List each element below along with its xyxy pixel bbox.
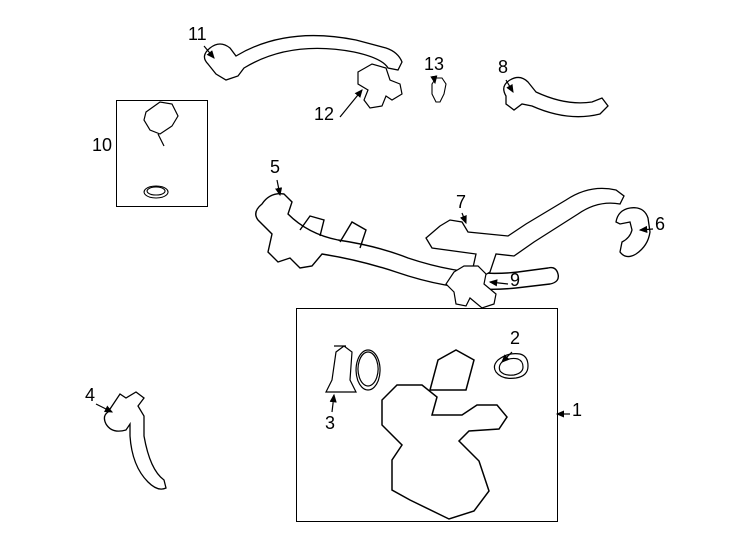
callout-11: 11 bbox=[188, 24, 207, 45]
callout-13: 13 bbox=[424, 54, 444, 75]
callout-5: 5 bbox=[270, 157, 280, 178]
leader-5 bbox=[277, 180, 280, 195]
part-13-bolt bbox=[432, 78, 446, 102]
leader-9 bbox=[490, 282, 508, 284]
callout-1: 1 bbox=[572, 400, 582, 421]
callout-6: 6 bbox=[655, 214, 665, 235]
leader-11 bbox=[204, 46, 214, 58]
group-box-10 bbox=[116, 100, 208, 207]
callout-2: 2 bbox=[510, 328, 520, 349]
part-9-outlet bbox=[446, 266, 496, 308]
part-12-bracket bbox=[358, 64, 402, 108]
part-4-hose bbox=[104, 392, 166, 489]
leader-7 bbox=[462, 213, 466, 223]
callout-7: 7 bbox=[456, 192, 466, 213]
leader-13 bbox=[434, 77, 435, 83]
part-8-tube bbox=[504, 77, 608, 116]
leader-12 bbox=[340, 90, 362, 117]
callout-12: 12 bbox=[314, 104, 334, 125]
callout-3: 3 bbox=[325, 413, 335, 434]
callout-9: 9 bbox=[510, 270, 520, 291]
leader-6 bbox=[640, 229, 653, 230]
leader-4 bbox=[96, 404, 112, 412]
callout-10: 10 bbox=[92, 135, 112, 156]
part-6-elbow bbox=[616, 208, 650, 257]
callout-8: 8 bbox=[498, 57, 508, 78]
leader-8 bbox=[506, 80, 513, 92]
part-11-long-hose bbox=[204, 36, 402, 80]
callout-4: 4 bbox=[85, 385, 95, 406]
